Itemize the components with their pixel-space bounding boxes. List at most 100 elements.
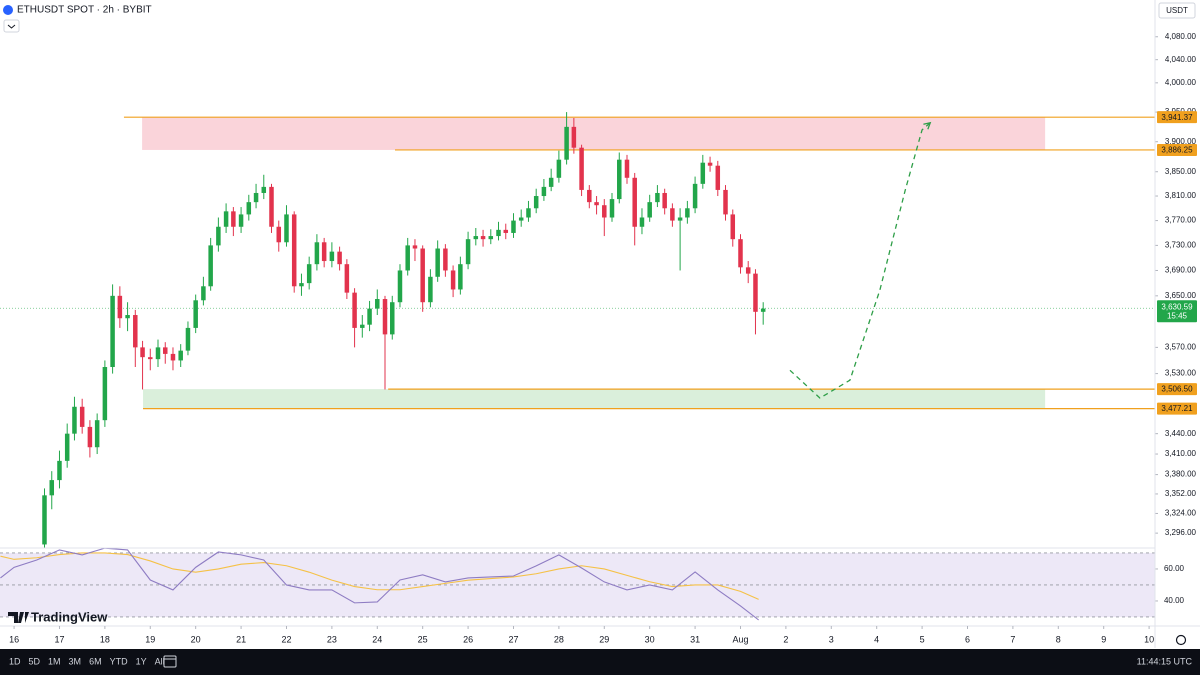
x-tick-label: 27 — [508, 634, 518, 644]
candle-body — [253, 192, 259, 203]
bottom-toolbar — [0, 649, 1200, 675]
candle-body — [564, 126, 569, 160]
candle-body — [458, 264, 463, 290]
timeframe-button[interactable]: 5D — [29, 656, 41, 666]
candle-body — [662, 192, 667, 209]
candle-body — [700, 162, 706, 184]
candle-body — [178, 350, 183, 361]
candle-body — [140, 347, 145, 358]
candle-body — [692, 183, 698, 209]
candle-body — [261, 186, 267, 193]
candle-body — [450, 270, 456, 290]
candle-body — [617, 159, 622, 200]
candle-body — [594, 202, 599, 206]
price-tag-label: 3,506.50 — [1161, 385, 1193, 394]
timeframe-button[interactable]: 1M — [48, 656, 61, 666]
candle-body — [503, 229, 509, 233]
candle-body — [125, 315, 130, 319]
timeframe-button[interactable]: All — [155, 656, 165, 666]
candle-body — [231, 211, 236, 227]
x-tick-label: 24 — [372, 634, 382, 644]
candle-body — [533, 196, 539, 209]
price-tag — [1157, 111, 1197, 124]
timeframe-button[interactable]: 3M — [69, 656, 82, 666]
candle-body — [57, 460, 62, 481]
candle-body — [480, 236, 486, 240]
timeframe-button[interactable]: 1Y — [136, 656, 147, 666]
x-tick-label: 23 — [327, 634, 337, 644]
timeframe-button[interactable]: 1D — [9, 656, 21, 666]
x-tick-label: 6 — [965, 634, 970, 644]
candle-body — [556, 159, 562, 178]
candle-body — [329, 251, 335, 262]
candle-body — [110, 295, 115, 368]
candle-body — [655, 192, 660, 203]
candles — [42, 112, 932, 548]
candle-body — [193, 300, 198, 328]
x-tick-label: 22 — [281, 634, 291, 644]
y-tick-label: 3,296.00 — [1165, 528, 1197, 537]
y-tick-label: 3,650.00 — [1165, 291, 1197, 300]
candle-body — [238, 214, 244, 227]
collapse-button[interactable] — [3, 19, 20, 33]
candle-body — [738, 239, 743, 268]
candle-body — [518, 217, 524, 221]
price-tag — [1157, 383, 1197, 396]
currency-label: USDT — [1166, 6, 1188, 15]
y-tick-label: 3,900.00 — [1165, 137, 1197, 146]
candle-body — [72, 406, 77, 434]
candle-body — [133, 315, 138, 348]
candle-body — [707, 162, 713, 166]
candle-body — [94, 420, 100, 448]
x-tick-label: 18 — [100, 634, 110, 644]
candle-body — [284, 214, 289, 243]
candle-body — [647, 202, 652, 218]
y-tick-label: 3,352.00 — [1165, 489, 1197, 498]
candle-body — [745, 267, 751, 274]
y-tick-label: 3,324.00 — [1165, 509, 1197, 518]
timeframe-button[interactable]: YTD — [110, 656, 129, 666]
candle-body — [420, 248, 425, 303]
candle-body — [496, 229, 501, 237]
candle-body — [670, 208, 675, 221]
x-tick-label: 3 — [829, 634, 834, 644]
candle-body — [730, 214, 736, 240]
x-tick-label: 10 — [1144, 634, 1154, 644]
date-range-icon[interactable] — [163, 655, 177, 668]
x-tick-label: 16 — [9, 634, 19, 644]
rsi-y-tick-label: 40.00 — [1164, 596, 1185, 605]
candle-body — [314, 242, 320, 265]
y-tick-label: 4,000.00 — [1165, 78, 1197, 87]
candle-body — [715, 165, 721, 190]
bar-countdown: 15:45 — [1167, 311, 1188, 320]
candle-body — [64, 433, 70, 461]
candle-body — [541, 186, 547, 197]
candle-body — [639, 217, 645, 227]
zone — [143, 389, 1046, 409]
candle-body — [163, 347, 168, 354]
candle-body — [602, 205, 607, 218]
x-tick-label: 5 — [920, 634, 925, 644]
currency-button[interactable] — [1158, 2, 1196, 19]
settings-icon[interactable] — [1175, 634, 1187, 646]
candle-body — [609, 199, 615, 218]
candle-body — [405, 245, 410, 271]
candle-body — [587, 189, 592, 203]
timeframe-button[interactable]: 6M — [89, 656, 102, 666]
y-tick-label: 3,530.00 — [1165, 369, 1197, 378]
x-tick-label: 7 — [1010, 634, 1015, 644]
candle-body — [760, 308, 766, 312]
candle-body — [269, 186, 274, 227]
candle-body — [548, 177, 554, 187]
projection-arrowhead — [923, 121, 932, 130]
y-tick-label: 3,690.00 — [1165, 266, 1197, 275]
x-tick-label: 31 — [690, 634, 700, 644]
price-tag — [1157, 402, 1197, 415]
y-tick-label: 4,080.00 — [1165, 32, 1197, 41]
candle-body — [685, 208, 690, 218]
x-tick-label: Aug — [732, 634, 748, 644]
x-tick-label: 4 — [874, 634, 879, 644]
price-tag-label: 3,477.21 — [1161, 404, 1193, 413]
y-tick-label: 4,040.00 — [1165, 55, 1197, 64]
